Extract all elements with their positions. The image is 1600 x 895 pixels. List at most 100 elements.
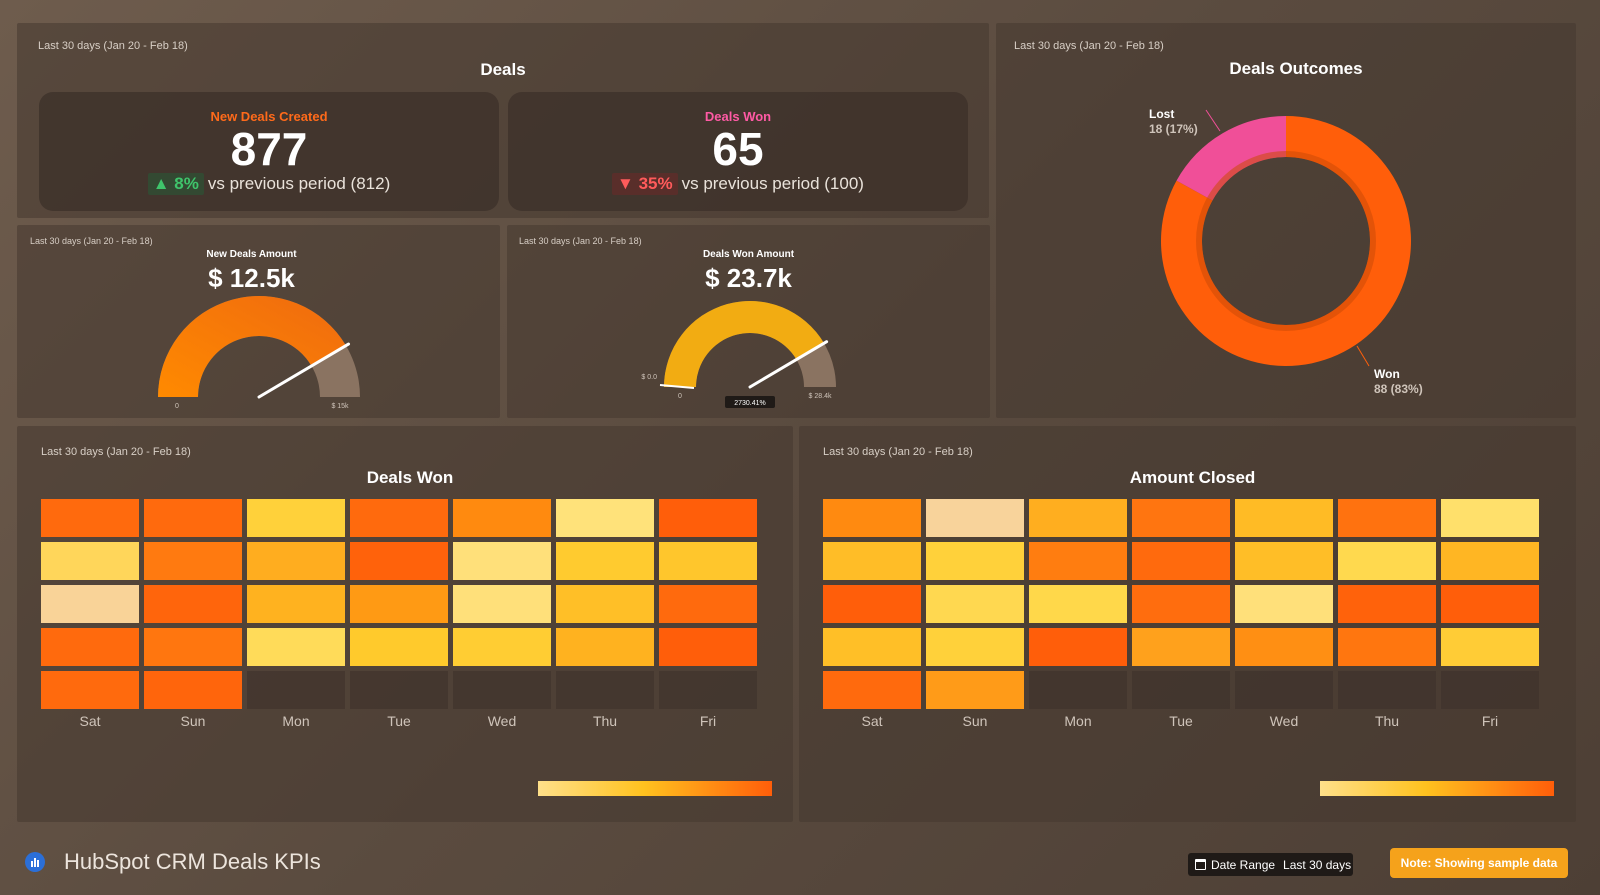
heat-cell[interactable] [1338, 585, 1436, 623]
heat-cell[interactable] [1235, 542, 1333, 580]
heat-cell[interactable] [247, 499, 345, 537]
heat-cell[interactable] [1235, 671, 1333, 709]
heat-cell[interactable] [350, 671, 448, 709]
day-label: Sun [962, 713, 988, 729]
deals-won-value: 65 [712, 123, 764, 175]
heat-cell[interactable] [1132, 671, 1230, 709]
day-label: Sat [79, 713, 101, 729]
heat-cell[interactable] [350, 499, 448, 537]
heat-cell[interactable] [1235, 585, 1333, 623]
new-deals-label: New Deals Created [210, 109, 328, 124]
heat-cell[interactable] [1338, 499, 1436, 537]
new-deals-card[interactable]: New Deals Created 877 ▲ 8% vs previous pe… [39, 92, 499, 211]
heat-cell[interactable] [823, 628, 921, 666]
heat-cell[interactable] [1029, 499, 1127, 537]
heat-deals-won-legend [538, 781, 772, 796]
deals-won-compare: vs previous period (100) [681, 174, 864, 193]
heat-cell[interactable] [41, 671, 139, 709]
heat-cell[interactable] [1132, 585, 1230, 623]
heat-cell[interactable] [556, 628, 654, 666]
heat-cell[interactable] [1441, 499, 1539, 537]
heat-cell[interactable] [41, 628, 139, 666]
heat-cell[interactable] [1338, 542, 1436, 580]
heat-amount-legend [1320, 781, 1554, 796]
heat-cell[interactable] [247, 628, 345, 666]
day-label: Sat [861, 713, 883, 729]
deals-won-card[interactable]: Deals Won 65 ▼ 35% vs previous period (10… [508, 92, 968, 211]
heat-cell[interactable] [453, 671, 551, 709]
heat-cell[interactable] [659, 499, 757, 537]
heat-cell[interactable] [350, 628, 448, 666]
heat-cell[interactable] [556, 499, 654, 537]
heat-cell[interactable] [247, 542, 345, 580]
heat-cell[interactable] [926, 542, 1024, 580]
day-label: Mon [1064, 713, 1092, 729]
heat-cell[interactable] [350, 585, 448, 623]
heat-cell[interactable] [247, 585, 345, 623]
new-deals-amount-max: $ 15k [331, 403, 349, 410]
date-range-value: Last 30 days [1283, 857, 1352, 872]
heat-cell[interactable] [144, 499, 242, 537]
sample-data-note[interactable]: Note: Showing sample data [1390, 848, 1568, 878]
heat-cell[interactable] [453, 628, 551, 666]
heat-cell[interactable] [144, 585, 242, 623]
heat-cell[interactable] [926, 499, 1024, 537]
heat-cell[interactable] [247, 671, 345, 709]
heat-cell[interactable] [1029, 585, 1127, 623]
day-label: Tue [1169, 713, 1193, 729]
heat-cell[interactable] [1132, 542, 1230, 580]
heat-cell[interactable] [144, 671, 242, 709]
heat-cell[interactable] [556, 671, 654, 709]
heat-amount-grid [823, 499, 1539, 709]
heat-cell[interactable] [556, 585, 654, 623]
heat-cell[interactable] [659, 585, 757, 623]
heat-cell[interactable] [1235, 499, 1333, 537]
heat-cell[interactable] [1441, 585, 1539, 623]
heat-cell[interactable] [453, 542, 551, 580]
heat-cell[interactable] [144, 542, 242, 580]
heat-deals-won-grid [41, 499, 757, 709]
heat-cell[interactable] [823, 671, 921, 709]
heat-cell[interactable] [41, 542, 139, 580]
heat-cell[interactable] [453, 499, 551, 537]
heat-cell[interactable] [1029, 671, 1127, 709]
outcomes-panel: Last 30 days (Jan 20 - Feb 18) Deals Out… [996, 23, 1576, 418]
heat-cell[interactable] [659, 542, 757, 580]
heat-cell[interactable] [1132, 628, 1230, 666]
day-label: Wed [1269, 713, 1299, 729]
heat-cell[interactable] [1029, 628, 1127, 666]
heat-cell[interactable] [453, 585, 551, 623]
outcomes-lost-detail: 18 (17%) [1149, 122, 1198, 136]
heat-cell[interactable] [1338, 671, 1436, 709]
heat-cell[interactable] [1338, 628, 1436, 666]
heat-cell[interactable] [1441, 671, 1539, 709]
heat-cell[interactable] [1132, 499, 1230, 537]
deals-won-amount-value: $ 23.7k [705, 263, 792, 293]
deals-won-amount-max: $ 28.4k [809, 393, 832, 400]
heat-cell[interactable] [659, 628, 757, 666]
heat-cell[interactable] [1441, 628, 1539, 666]
heat-cell[interactable] [41, 585, 139, 623]
date-range-button[interactable]: Date Range Last 30 days [1188, 853, 1353, 876]
heat-cell[interactable] [823, 542, 921, 580]
heat-cell[interactable] [350, 542, 448, 580]
deals-won-change: ▼ 35% [612, 173, 678, 195]
heat-cell[interactable] [41, 499, 139, 537]
heat-cell[interactable] [926, 585, 1024, 623]
heat-cell[interactable] [823, 585, 921, 623]
deals-won-amount-period: Last 30 days (Jan 20 - Feb 18) [519, 236, 642, 246]
heat-cell[interactable] [823, 499, 921, 537]
heat-cell[interactable] [1235, 628, 1333, 666]
day-label: Sun [180, 713, 206, 729]
outcomes-title: Deals Outcomes [1229, 59, 1363, 78]
heat-cell[interactable] [659, 671, 757, 709]
heat-cell[interactable] [926, 628, 1024, 666]
day-label: Wed [487, 713, 517, 729]
heat-cell[interactable] [926, 671, 1024, 709]
heat-deals-won-panel: Last 30 days (Jan 20 - Feb 18) Deals Won… [17, 426, 793, 822]
heat-cell[interactable] [1441, 542, 1539, 580]
heat-cell[interactable] [1029, 542, 1127, 580]
heat-cell[interactable] [144, 628, 242, 666]
heat-cell[interactable] [556, 542, 654, 580]
deals-won-amount-needle [748, 340, 829, 389]
